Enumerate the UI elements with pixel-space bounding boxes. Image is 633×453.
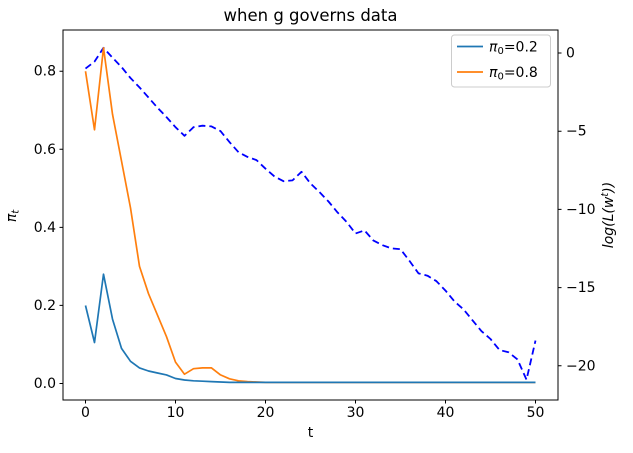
y-left-tick-0.0: 0.0 (34, 376, 56, 392)
y-right-tick-0: 0 (566, 46, 575, 62)
y-right-label-superscript: t (600, 192, 611, 197)
y-left-tick-0.4: 0.4 (34, 220, 56, 236)
legend-subscript: 0 (497, 72, 503, 83)
legend-pi-symbol: π (489, 40, 498, 56)
y-axis-right-tick-marks (558, 52, 562, 367)
x-axis-label: t (308, 425, 314, 441)
pi02-line (84, 273, 536, 384)
x-axis-tick-marks (85, 400, 536, 404)
y-right-tick--15: −15 (566, 280, 596, 296)
x-tick-40: 40 (437, 405, 455, 421)
y-left-tick-0.2: 0.2 (34, 298, 56, 314)
y-axis-left-label: πt (4, 209, 22, 222)
legend: π0=0.2 π0=0.8 (451, 34, 551, 88)
y-left-tick-0.8: 0.8 (34, 64, 56, 80)
chart-title: when g governs data (224, 6, 398, 25)
y-right-tick--10: −10 (566, 202, 596, 218)
y-right-label-pre: log(L(w (601, 196, 617, 248)
x-tick-10: 10 (167, 405, 185, 421)
y-axis-left-tick-marks (59, 70, 63, 384)
legend-pi-symbol: π (489, 65, 498, 81)
y-left-label-subscript: t (11, 209, 22, 214)
legend-value: =0.2 (504, 40, 538, 56)
legend-value: =0.8 (504, 65, 538, 81)
y-right-label-post: )) (601, 182, 617, 194)
y-left-tick-0.6: 0.6 (34, 142, 56, 158)
y-right-tick--5: −5 (566, 124, 587, 140)
plot-area (62, 29, 559, 401)
legend-label-pi02: π0=0.2 (489, 40, 538, 58)
y-axis-right-label: log(L(wt)) (600, 182, 617, 248)
loglikelihood-dashed-line (84, 46, 537, 381)
x-tick-50: 50 (527, 405, 545, 421)
y-left-label-base: π (4, 213, 20, 222)
legend-subscript: 0 (497, 46, 503, 57)
x-tick-0: 0 (81, 405, 90, 421)
x-tick-20: 20 (257, 405, 275, 421)
legend-label-pi08: π0=0.8 (489, 65, 538, 83)
y-right-tick--20: −20 (566, 358, 596, 374)
x-tick-30: 30 (347, 405, 365, 421)
legend-box (451, 34, 551, 88)
